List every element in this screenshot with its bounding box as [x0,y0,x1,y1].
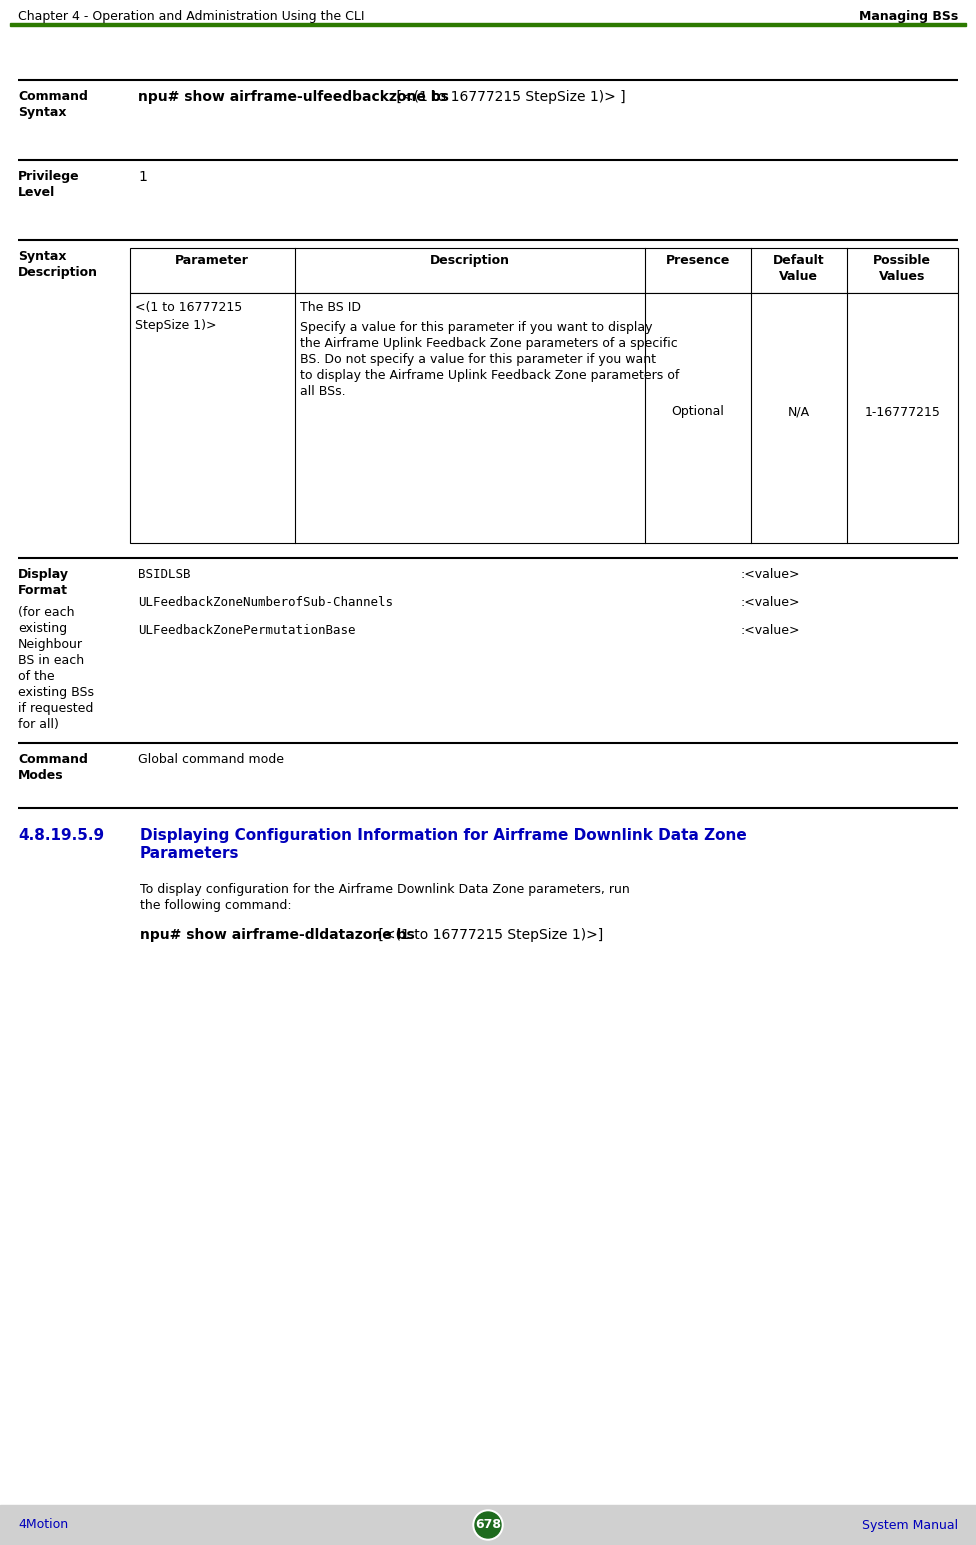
Text: Possible
Values: Possible Values [874,253,931,283]
Text: The BS ID: The BS ID [300,301,360,314]
Bar [10,23,966,26]
Text: 1-16777215: 1-16777215 [865,405,940,419]
Text: existing: existing [18,623,67,635]
Text: to display the Airframe Uplink Feedback Zone parameters of: to display the Airframe Uplink Feedback … [300,369,679,382]
Text: [<(1 to 16777215 StepSize 1)>]: [<(1 to 16777215 StepSize 1)>] [374,929,603,942]
Text: 1: 1 [138,170,146,184]
Text: Global command mode: Global command mode [138,752,284,766]
Text: for all): for all) [18,718,59,731]
Text: npu# show airframe-ulfeedbackzone bs: npu# show airframe-ulfeedbackzone bs [138,90,449,104]
Text: Presence: Presence [666,253,730,267]
Text: Privilege: Privilege [18,170,80,182]
Text: Parameters: Parameters [140,847,239,861]
Text: 4.8.19.5.9: 4.8.19.5.9 [18,828,104,844]
Text: BS in each: BS in each [18,654,84,667]
Circle shape [473,1509,503,1540]
Text: Specify a value for this parameter if you want to display: Specify a value for this parameter if yo… [300,321,652,334]
Text: the following command:: the following command: [140,899,292,912]
Text: Managing BSs: Managing BSs [859,9,958,23]
Text: ULFeedbackZoneNumberofSub-Channels: ULFeedbackZoneNumberofSub-Channels [138,596,393,609]
Text: Displaying Configuration Information for Airframe Downlink Data Zone: Displaying Configuration Information for… [140,828,747,844]
Text: ULFeedbackZonePermutationBase: ULFeedbackZonePermutationBase [138,624,355,637]
Text: Command: Command [18,752,88,766]
Text: Syntax: Syntax [18,250,66,263]
Text: Syntax: Syntax [18,107,66,119]
Text: Display: Display [18,569,69,581]
Text: Chapter 4 - Operation and Administration Using the CLI: Chapter 4 - Operation and Administration… [18,9,364,23]
Text: Description: Description [429,253,509,267]
Text: Modes: Modes [18,769,63,782]
Bar [0,1505,976,1545]
Text: :<value>: :<value> [740,569,799,581]
Text: Default
Value: Default Value [773,253,825,283]
Text: Description: Description [18,266,98,280]
Circle shape [475,1513,501,1537]
Text: Format: Format [18,584,68,596]
Text: Level: Level [18,185,56,199]
Text: if requested: if requested [18,701,94,715]
Text: (for each: (for each [18,606,74,620]
Text: BS. Do not specify a value for this parameter if you want: BS. Do not specify a value for this para… [300,352,656,366]
Text: all BSs.: all BSs. [300,385,346,399]
Bar [130,294,958,542]
Text: 678: 678 [475,1519,501,1531]
Text: Parameter: Parameter [176,253,249,267]
Text: Command: Command [18,90,88,104]
Text: To display configuration for the Airframe Downlink Data Zone parameters, run: To display configuration for the Airfram… [140,884,630,896]
Text: 4Motion: 4Motion [18,1519,68,1531]
Text: [<(1 to 16777215 StepSize 1)> ]: [<(1 to 16777215 StepSize 1)> ] [391,90,626,104]
Text: :<value>: :<value> [740,624,799,637]
Text: BSIDLSB: BSIDLSB [138,569,190,581]
Text: <(1 to 16777215
StepSize 1)>: <(1 to 16777215 StepSize 1)> [135,301,242,332]
Text: :<value>: :<value> [740,596,799,609]
Text: of the: of the [18,671,55,683]
Text: Neighbour: Neighbour [18,638,83,650]
Text: Optional: Optional [671,405,724,419]
Text: System Manual: System Manual [862,1519,958,1531]
Text: the Airframe Uplink Feedback Zone parameters of a specific: the Airframe Uplink Feedback Zone parame… [300,337,677,351]
Text: N/A: N/A [788,405,810,419]
Bar [130,249,958,294]
Text: npu# show airframe-dldatazone bs: npu# show airframe-dldatazone bs [140,929,415,942]
Text: existing BSs: existing BSs [18,686,94,698]
